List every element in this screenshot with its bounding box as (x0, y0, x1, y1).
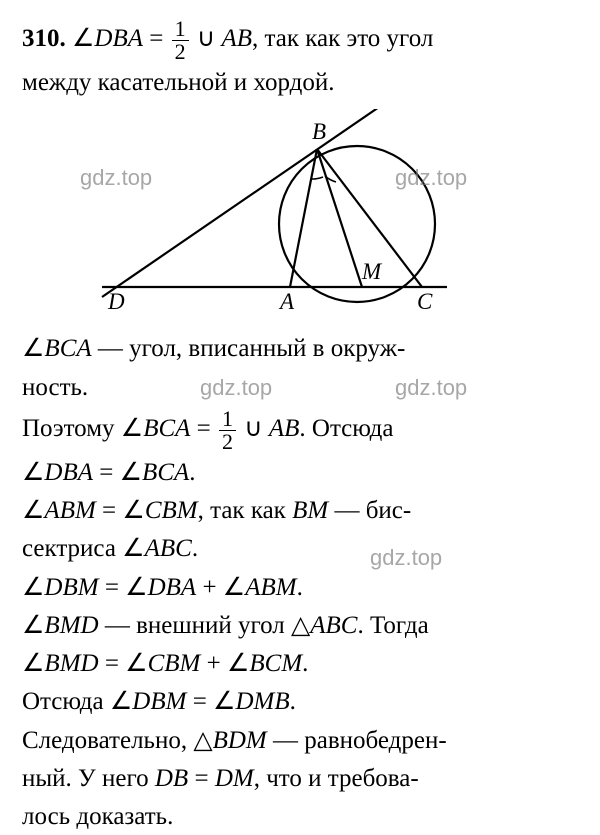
line-10: ∠BMD — внешний угол △ABC. Тогда (22, 608, 578, 644)
line-12: Отсюда ∠DBM = ∠DMB. (22, 684, 578, 720)
line-4: ность. (22, 370, 578, 406)
diagram-svg: B D A M C (22, 109, 582, 319)
line-11: ∠BMD = ∠CBM + ∠BCM. (22, 646, 578, 682)
label-M: M (361, 259, 383, 284)
line-3: ∠BCA — угол, вписанный в окруж- (22, 331, 578, 367)
label-D: D (107, 289, 125, 314)
fraction: 12 (219, 408, 236, 453)
line-13: Следовательно, △BDM — равнобедрен- (22, 723, 578, 759)
line-7: ∠ABM = ∠CBM, так как BM — бис- (22, 493, 578, 529)
line-5: Поэтому ∠BCA = 12 ∪ AB. Отсюда (22, 408, 578, 453)
line-14: ный. У него DB = DM, что и требова- (22, 761, 578, 797)
line-6: ∠DBA = ∠BCA. (22, 455, 578, 491)
line-2: между касательной и хордой. (22, 65, 578, 101)
line-15: лось доказать. (22, 799, 578, 835)
problem-number: 310. (22, 25, 66, 52)
line-8: сектриса ∠ABC. (22, 531, 578, 567)
line-1: 310. ∠DBA = 12 ∪ AB, так как это угол (22, 18, 578, 63)
label-B: B (312, 119, 326, 144)
label-A: A (278, 289, 295, 314)
geometry-diagram: B D A M C (22, 109, 578, 319)
fraction: 12 (172, 18, 189, 63)
label-C: C (417, 289, 433, 314)
line-9: ∠DBM = ∠DBA + ∠ABM. (22, 570, 578, 606)
